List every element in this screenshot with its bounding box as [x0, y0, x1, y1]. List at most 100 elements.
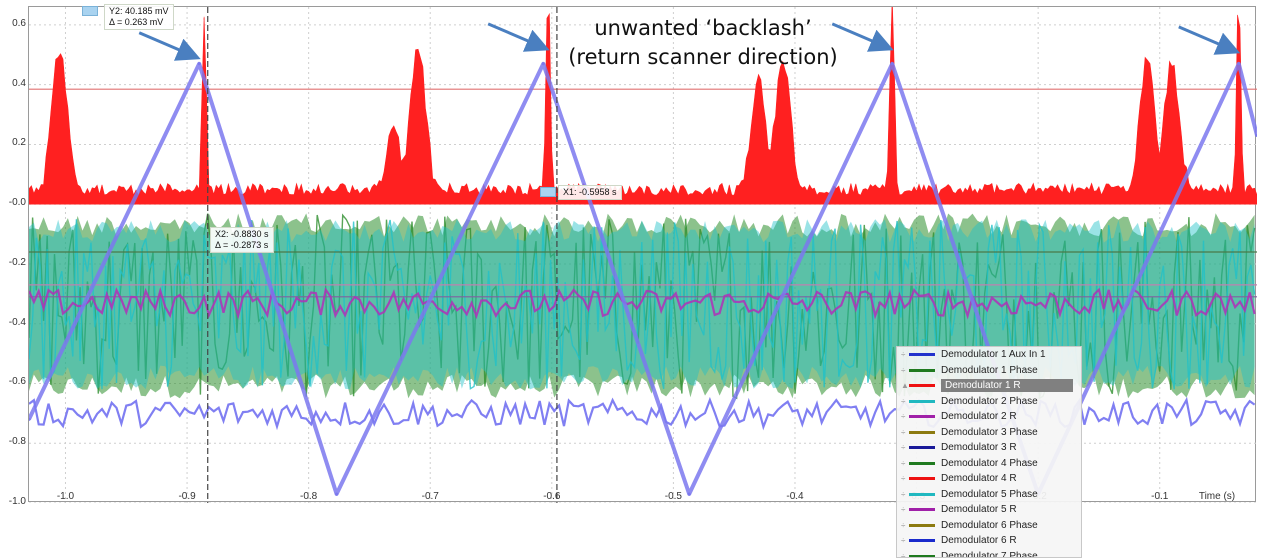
legend-label: Demodulator 1 Phase	[941, 364, 1038, 376]
demod1-r-peak-point	[203, 18, 205, 20]
x-tick-label: -0.6	[543, 491, 561, 502]
legend-item[interactable]: ÷ Demodulator 4 Phase	[897, 456, 1081, 472]
backlash-arrow	[831, 22, 894, 52]
legend-item[interactable]: ÷ Demodulator 2 R	[897, 409, 1081, 425]
aux-in-scan-point	[541, 62, 545, 66]
x2-value: X2: -0.8830 s	[215, 229, 269, 239]
legend-swatch	[909, 446, 935, 450]
legend-item[interactable]: ÷ Demodulator 4 R	[897, 471, 1081, 487]
drag-handle-icon[interactable]: ÷	[901, 551, 906, 558]
legend-swatch	[909, 399, 935, 403]
legend-label: Demodulator 4 R	[941, 473, 1017, 485]
x1-value: X1: -0.5958 s	[563, 187, 617, 197]
legend-swatch	[909, 508, 935, 512]
legend-item[interactable]: ÷ Demodulator 6 Phase	[897, 518, 1081, 534]
x1-cursor-label: X1: -0.5958 s	[558, 185, 622, 200]
legend-swatch	[909, 477, 935, 481]
y-tick-label: 0.2	[12, 137, 26, 149]
drag-handle-icon[interactable]: ▲	[901, 381, 909, 391]
demod1-r-peak-point	[417, 54, 419, 56]
x2-delta: Δ = -0.2873 s	[215, 240, 269, 250]
annotation-line-1: unwanted ‘backlash’	[594, 16, 812, 40]
y-tick-label: -0.6	[8, 376, 26, 388]
legend-label: Demodulator 2 Phase	[941, 395, 1038, 407]
legend-label: Demodulator 4 Phase	[941, 457, 1038, 469]
drag-handle-icon[interactable]: ÷	[901, 505, 906, 515]
legend-label: Demodulator 6 R	[941, 535, 1017, 547]
x1-cursor-handle[interactable]	[540, 187, 556, 197]
drag-handle-icon[interactable]: ÷	[901, 536, 906, 546]
legend-item[interactable]: ÷ Demodulator 1 Aux In 1	[897, 347, 1081, 363]
drag-handle-icon[interactable]: ÷	[901, 520, 906, 530]
y-tick-label: -0.0	[8, 197, 26, 209]
demod1-r-area	[29, 7, 1257, 205]
legend-item[interactable]: ÷ Demodulator 6 R	[897, 533, 1081, 549]
drag-handle-icon[interactable]: ÷	[901, 458, 906, 468]
aux-in-scan-point	[29, 417, 31, 421]
legend-swatch	[909, 539, 935, 543]
drag-handle-icon[interactable]: ÷	[901, 412, 906, 422]
demod1-r-peak-point	[1146, 63, 1149, 65]
x-tick-label: -0.4	[786, 491, 804, 502]
x-tick-label: -0.5	[665, 491, 683, 502]
legend-item[interactable]: ÷ Demodulator 5 Phase	[897, 487, 1081, 503]
legend-label: Demodulator 6 Phase	[941, 519, 1038, 531]
legend-item[interactable]: ÷ Demodulator 5 R	[897, 502, 1081, 518]
aux-in-scan-point	[1255, 133, 1257, 137]
y2-cursor-handle[interactable]	[82, 6, 98, 16]
legend-swatch	[909, 461, 935, 465]
legend-swatch	[909, 523, 935, 527]
noisy-trace	[29, 286, 1256, 320]
y-tick-label: -0.4	[8, 316, 26, 328]
aux-in-scan-point	[1237, 62, 1241, 66]
legend-item[interactable]: ÷ Demodulator 3 Phase	[897, 425, 1081, 441]
x-tick-label: -1.0	[57, 491, 75, 502]
aux-in-scan-point	[890, 62, 894, 66]
legend-item[interactable]: ÷ Demodulator 3 R	[897, 440, 1081, 456]
backlash-arrow	[1178, 25, 1241, 55]
demod1-r-peak-point	[1171, 72, 1173, 74]
x-tick-label: -0.9	[178, 491, 196, 502]
y2-delta: Δ = 0.263 mV	[109, 17, 164, 27]
drag-handle-icon[interactable]: ÷	[901, 443, 906, 453]
y-tick-label: -0.8	[8, 436, 26, 448]
legend-label: Demodulator 3 R	[941, 442, 1017, 454]
legend-swatch	[909, 554, 935, 557]
drag-handle-icon[interactable]: ÷	[901, 474, 906, 484]
x-tick-label: -0.8	[300, 491, 318, 502]
drag-handle-icon[interactable]: ÷	[901, 365, 906, 375]
drag-handle-icon[interactable]: ÷	[901, 489, 906, 499]
annotation-line-2: (return scanner direction)	[568, 45, 838, 69]
drag-handle-icon[interactable]: ÷	[901, 396, 906, 406]
legend-item[interactable]: ÷ Demodulator 2 Phase	[897, 394, 1081, 410]
y-tick-label: -1.0	[8, 496, 26, 507]
backlash-arrow	[487, 22, 550, 52]
legend-item[interactable]: ÷ Demodulator 1 Phase	[897, 363, 1081, 379]
demod1-r-peak-point	[757, 90, 760, 92]
legend-label: Demodulator 1 Aux In 1	[941, 349, 1046, 361]
legend-label: Demodulator 2 R	[941, 411, 1017, 423]
drag-handle-icon[interactable]: ÷	[901, 350, 906, 360]
legend-label: Demodulator 5 R	[941, 504, 1017, 516]
legend-swatch	[909, 415, 935, 419]
legend-label: Demodulator 1 R	[941, 379, 1073, 393]
legend-label: Demodulator 7 Phase	[941, 550, 1038, 558]
drag-handle-icon[interactable]: ÷	[901, 427, 906, 437]
legend-item[interactable]: ÷ Demodulator 7 Phase	[897, 549, 1081, 558]
legend-swatch	[909, 492, 935, 496]
legend-label: Demodulator 5 Phase	[941, 488, 1038, 500]
backlash-arrow	[138, 31, 201, 61]
y-tick-label: -0.2	[8, 256, 26, 268]
legend-panel[interactable]: ÷ Demodulator 1 Aux In 1 ÷ Demodulator 1 Ph…	[896, 346, 1082, 558]
legend-item[interactable]: ▲ Demodulator 1 R	[897, 378, 1081, 394]
y2-cursor-label: Y2: 40.185 mV Δ = 0.263 mV	[104, 4, 174, 30]
demod1-r-peak-point	[58, 57, 60, 59]
backlash-annotation: unwanted ‘backlash’ (return scanner dire…	[548, 14, 858, 72]
x-tick-label: -0.7	[422, 491, 440, 502]
legend-swatch	[909, 430, 935, 434]
demod1-r-peak-point	[393, 137, 395, 140]
demod1-r-peak-point	[782, 69, 784, 71]
aux-in-scan-point	[197, 62, 201, 66]
legend-swatch	[909, 368, 935, 372]
y-tick-label: 0.6	[12, 17, 26, 29]
